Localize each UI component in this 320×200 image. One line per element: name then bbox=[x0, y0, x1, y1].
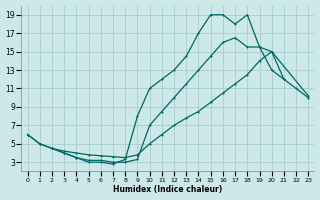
X-axis label: Humidex (Indice chaleur): Humidex (Indice chaleur) bbox=[113, 185, 223, 194]
